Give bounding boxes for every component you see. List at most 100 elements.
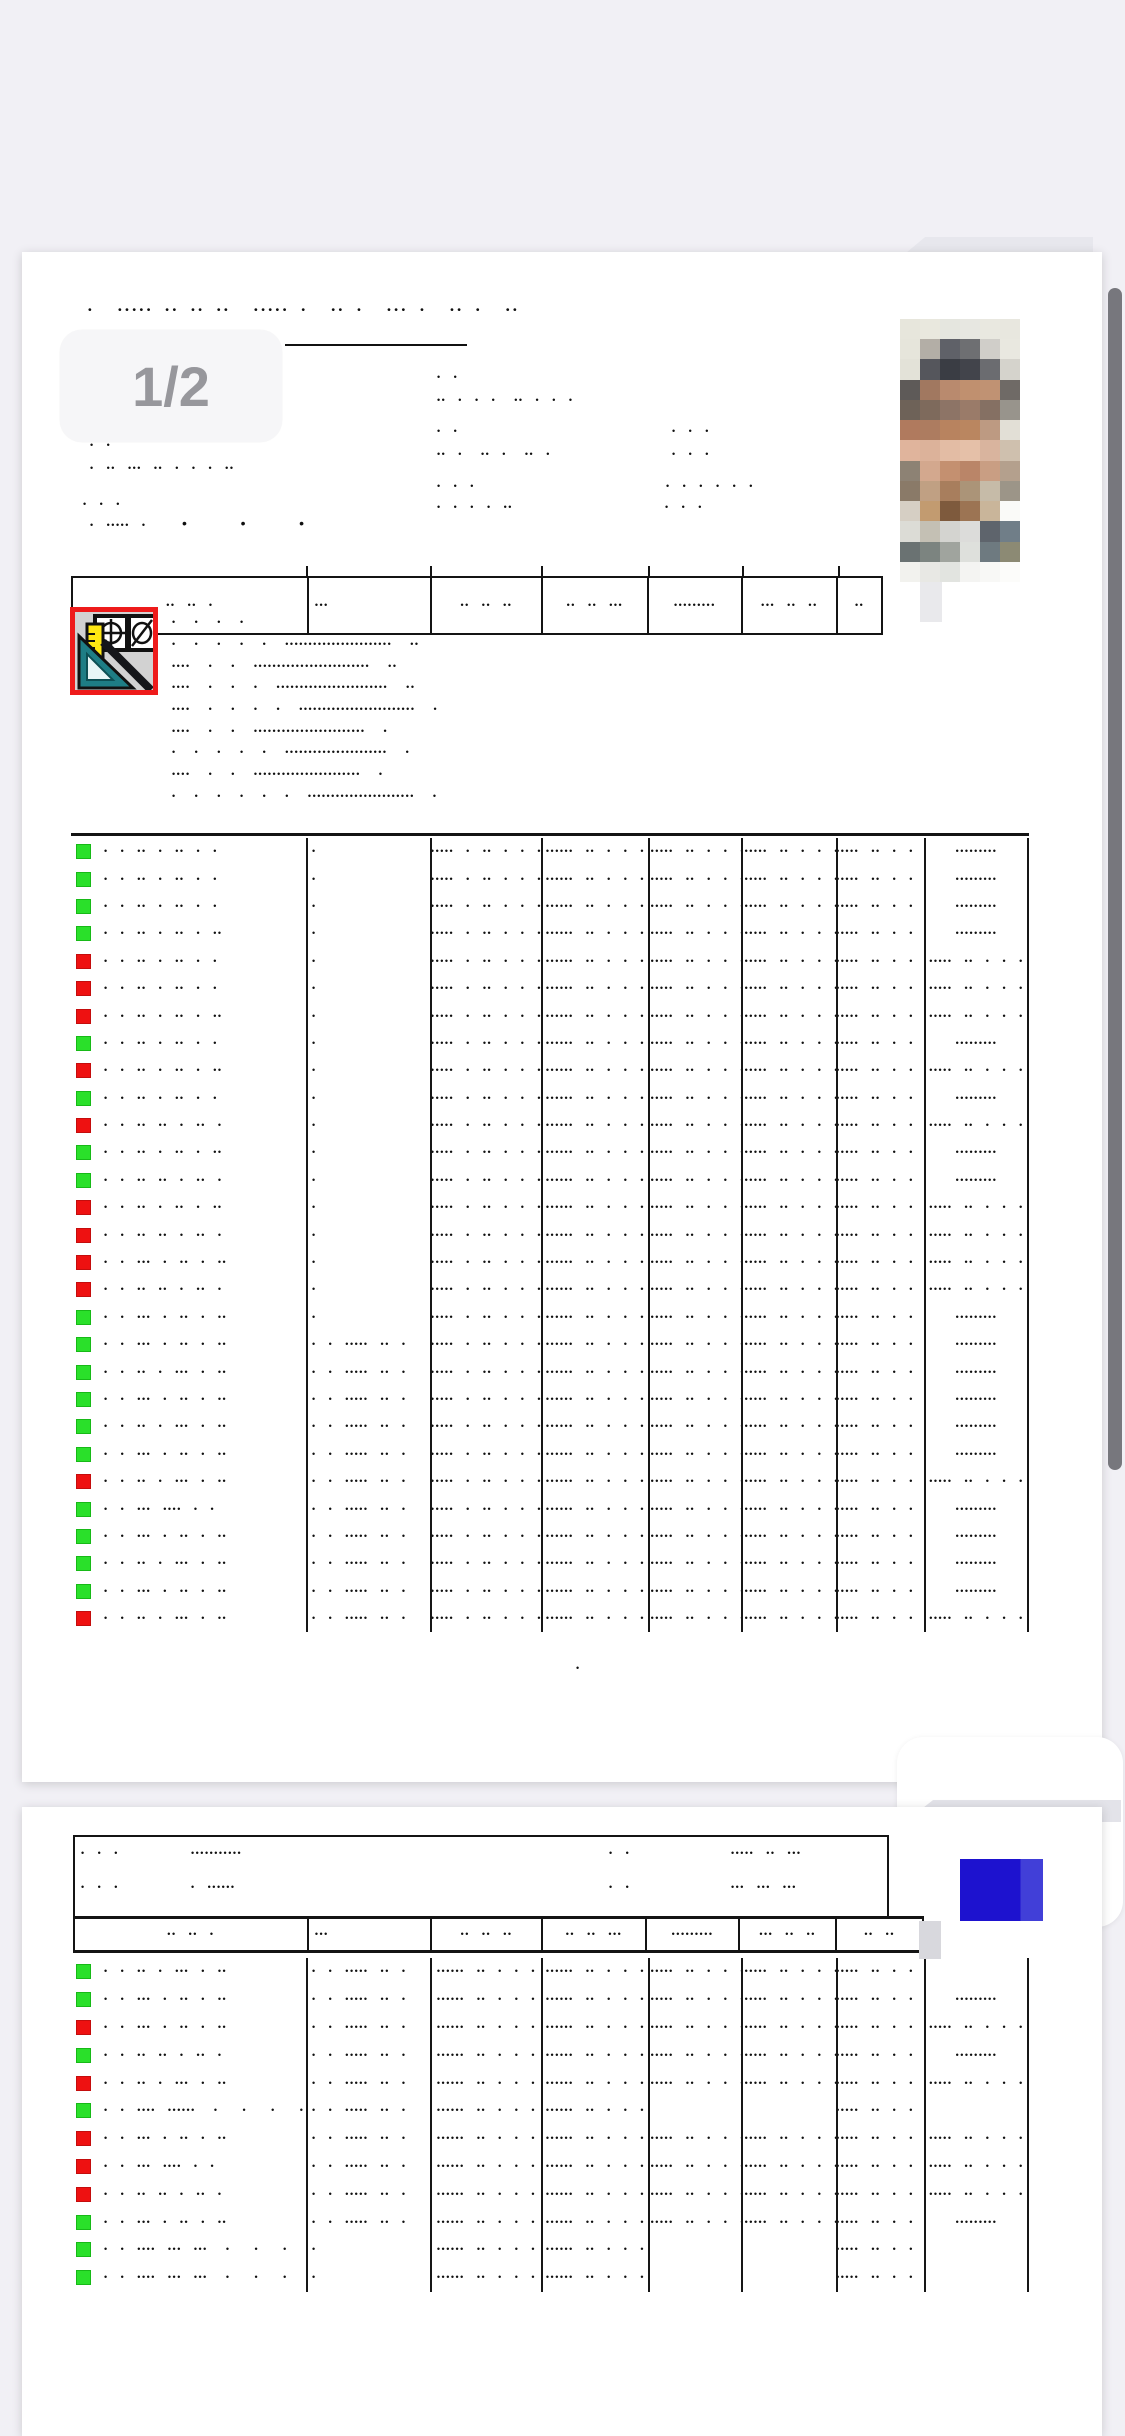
redacted-cell-text: •••••• •• • • • bbox=[648, 1613, 741, 1624]
redacted-cell-text: •••••• •• • • • bbox=[545, 1311, 646, 1322]
photo-pixel bbox=[1000, 339, 1020, 360]
redacted-cell-text: •••••• •• • • • bbox=[741, 1311, 836, 1322]
header-field-label: • • bbox=[609, 1882, 631, 1892]
redacted-cell-text: ••••• • •• • • • bbox=[430, 1174, 541, 1185]
redacted-cell-text: •••••• •• • • • bbox=[741, 1284, 836, 1295]
status-square-green bbox=[76, 1035, 91, 1051]
photo-pixel bbox=[920, 460, 940, 481]
page-footer-dot: • bbox=[576, 1663, 581, 1673]
table-row: • • •• • •• • •• • ••••• • •• • • • •••••• … bbox=[71, 920, 1029, 948]
redacted-cell-text: •••••• •• • • • bbox=[648, 1010, 741, 1021]
redacted-cell-text: ••••• • •• • • • bbox=[430, 955, 541, 966]
redacted-cell-text: •••••• •• • • • bbox=[836, 1202, 914, 1213]
redacted-cell-text: • • ••• • •• • •• bbox=[104, 2216, 228, 2227]
table-row: • • •• • ••• • •• • • ••••• •• • ••••• • •… bbox=[71, 1604, 1029, 1633]
table-row: • • •••• ••• ••• • • • • •••••• •• • • • ••… bbox=[71, 2235, 1029, 2264]
table-row: • • •• • ••• • •• • • ••••• •• • ••••• • •… bbox=[71, 1467, 1029, 1496]
redacted-cell-text: •••••• •• • • • bbox=[836, 1120, 914, 1131]
table-row: • • ••• • •• • •• • • ••••• •• • ••••• • •… bbox=[71, 1440, 1029, 1468]
header-field-value: ••••• •• ••• bbox=[731, 1848, 802, 1858]
photo-pixel bbox=[940, 541, 960, 562]
redacted-cell-text: •••••• •• • • • bbox=[648, 983, 741, 994]
redacted-cell-text: ••••• •• • • • bbox=[929, 2160, 1024, 2171]
redacted-cell-text: • • ••• • •• • •• bbox=[104, 1585, 228, 1596]
redacted-cell-text: ••••••••• bbox=[955, 1366, 998, 1377]
redacted-cell-text: •••••• •• • • • bbox=[545, 2188, 646, 2199]
redacted-cell-text: • • ••••• •• • bbox=[312, 2105, 407, 2116]
header-field-value: • ••••• • bbox=[90, 520, 147, 530]
table-row: • • •• •• • •• • • • ••••• •• • •••••• •• … bbox=[71, 2041, 1029, 2070]
column-header: •• •• ••• bbox=[565, 1929, 623, 1939]
photo-pixel bbox=[900, 399, 920, 421]
redacted-cell-text: ••••• • •• • • • bbox=[430, 1092, 541, 1103]
redacted-cell-text: ••••• •• • • • bbox=[929, 955, 1024, 966]
status-square-red bbox=[76, 1118, 91, 1134]
status-square-red bbox=[76, 1255, 91, 1271]
photo-pixel bbox=[920, 399, 940, 421]
header-field-label: • • bbox=[90, 440, 112, 450]
redacted-cell-text: •••••• •• • • • bbox=[836, 1530, 914, 1541]
table-row: • • •• • •• • • • ••••• • •• • • • •••••• •… bbox=[71, 1084, 1029, 1112]
status-square-red bbox=[76, 1474, 91, 1490]
redacted-cell-text: ••••• •• • • • bbox=[929, 1202, 1024, 1213]
redacted-cell-text: •••••• •• • • • bbox=[836, 983, 914, 994]
redacted-cell-text: •••••• •• • • • bbox=[836, 2188, 914, 2199]
redacted-cell-text: • bbox=[312, 2244, 317, 2255]
redacted-cell-text: • • ••••• •• • bbox=[312, 1966, 407, 1977]
column-header: ••• bbox=[314, 1929, 329, 1939]
redacted-cell-text: • bbox=[312, 873, 317, 884]
status-square-red bbox=[76, 1008, 91, 1024]
redacted-cell-text: •••••• •• • • • bbox=[741, 955, 836, 966]
status-square-green bbox=[76, 1556, 91, 1572]
redacted-cell-text: • bbox=[312, 983, 317, 994]
column-header: •• •• • bbox=[167, 1929, 215, 1939]
info-table-header-page2: •• •• • ••• •• •• •• •• •• ••• •••••••••… bbox=[73, 1916, 924, 1953]
redacted-cell-text: •••••• •• • • • bbox=[545, 1394, 646, 1404]
status-square-green bbox=[76, 1145, 91, 1161]
redacted-cell-text: •••••• •• • • • bbox=[836, 1339, 914, 1350]
redacted-cell-text: ••••••••• bbox=[955, 1421, 998, 1432]
redacted-cell-text: •••••• •• • • • bbox=[836, 1421, 914, 1432]
header-field-label: • • bbox=[437, 426, 459, 436]
redacted-cell-text: •••••• •• • • • bbox=[436, 1966, 537, 1977]
header-field-value: ••••••••••• bbox=[191, 1848, 243, 1858]
redacted-cell-text: ••••• • •• • • • bbox=[430, 983, 541, 994]
redacted-cell-text: •••••• •• • • • bbox=[836, 1448, 914, 1459]
redacted-cell-text: •••••• •• • • • bbox=[741, 1503, 836, 1514]
redacted-cell-text: •••••• •• • • • bbox=[648, 1421, 741, 1432]
redacted-cell-text: •••••• •• • • • bbox=[545, 1257, 646, 1268]
redacted-cell-text: •••••• •• • • • bbox=[836, 2244, 914, 2255]
photo-pixel bbox=[1000, 359, 1020, 380]
redacted-cell-text: •••••• •• • • • bbox=[836, 1257, 914, 1268]
photo-pixel bbox=[940, 460, 960, 481]
redacted-cell-text: •••••• •• • • • bbox=[648, 1229, 741, 1240]
drafting-tools-icon bbox=[77, 614, 157, 693]
redacted-cell-text: • bbox=[312, 900, 317, 911]
redacted-cell-text: •••••• •• • • • bbox=[648, 2188, 741, 2199]
pixelated-portrait-photo bbox=[900, 319, 1020, 582]
photo-pixel bbox=[980, 521, 1000, 542]
drafting-tools-object-icon[interactable] bbox=[70, 607, 158, 695]
status-square-red bbox=[76, 1611, 91, 1627]
table-row: • • •• • ••• • •• • • ••••• •• • •••••• ••… bbox=[71, 2069, 1029, 2097]
redacted-cell-text: • • ••••• •• • bbox=[312, 1613, 407, 1624]
table-row: • • •• •• • •• • • ••••• • •• • • • •••••• … bbox=[71, 1276, 1029, 1304]
redacted-cell-text: • • ••• • •• • •• bbox=[104, 1394, 228, 1404]
photo-pixel bbox=[980, 399, 1000, 421]
status-square-green bbox=[76, 1337, 91, 1353]
redacted-cell-text: •••••• •• • • • bbox=[741, 1558, 836, 1569]
photo-pixel bbox=[900, 561, 920, 582]
column-tick bbox=[742, 566, 744, 576]
header-field-value: • • • bbox=[665, 502, 703, 512]
photo-pixel bbox=[960, 480, 980, 502]
redacted-cell-text: •••••• •• • • • bbox=[545, 900, 646, 911]
redacted-cell-text: •••••• •• • • • bbox=[741, 1966, 836, 1977]
page2-header-box: • • • ••••••••••• • • ••••• •• ••• • • •… bbox=[73, 1835, 889, 1916]
redacted-cell-text: • • •• •• • •• • bbox=[104, 1284, 223, 1295]
column-header: •• •• ••• bbox=[566, 600, 624, 610]
redacted-cell-text: •••••• •• • • • bbox=[836, 2216, 914, 2227]
photo-pixel bbox=[960, 319, 980, 340]
document-page-1[interactable]: • ••••• •• •• •• ••••• • •• • ••• • •• •… bbox=[22, 252, 1102, 1782]
document-page-2[interactable]: • • • ••••••••••• • • ••••• •• ••• • • •… bbox=[22, 1807, 1102, 2436]
scrollbar-thumb[interactable] bbox=[1108, 288, 1122, 1470]
